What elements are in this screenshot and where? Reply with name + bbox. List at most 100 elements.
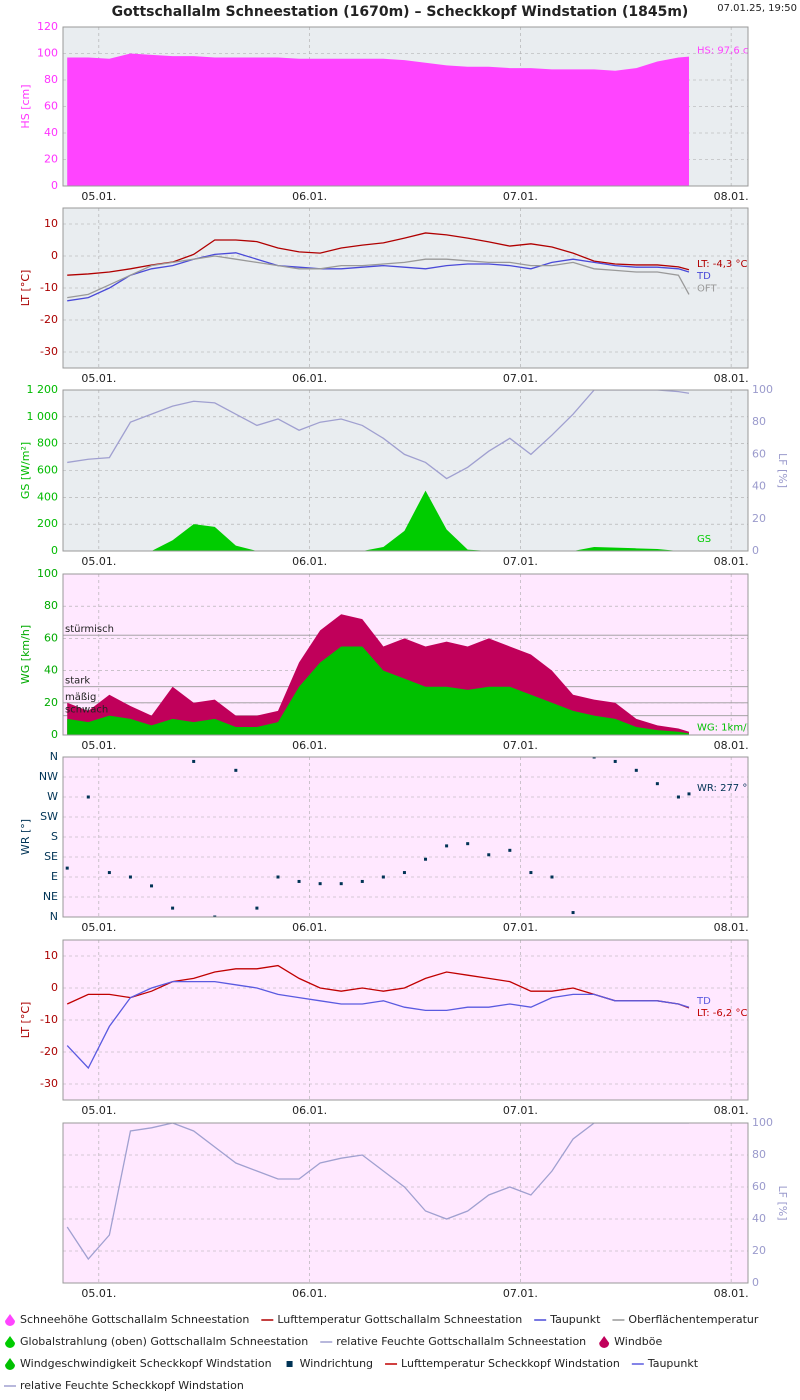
x-tick-label: 07.01. xyxy=(503,555,538,568)
y-tick-label: 800 xyxy=(37,437,58,450)
y-tick-label: -10 xyxy=(40,281,58,294)
x-tick-label: 07.01. xyxy=(503,921,538,934)
point xyxy=(487,853,491,857)
x-tick-label: 06.01. xyxy=(292,1287,327,1300)
y2-tick-label: 80 xyxy=(752,1148,766,1161)
panel: N NE E SE S SW W NW N 05.01. 06.01. 07.01. 08.01. WR:… xyxy=(19,750,749,934)
point xyxy=(276,875,280,879)
plot-area xyxy=(67,53,689,186)
point xyxy=(107,871,111,875)
y-tick-label: 20 xyxy=(44,696,58,709)
point xyxy=(255,906,259,910)
point xyxy=(529,871,533,875)
point xyxy=(613,759,617,763)
y-tick-label: SW xyxy=(40,810,58,823)
point xyxy=(86,795,90,799)
legend-item: Windböe xyxy=(599,1335,662,1348)
point xyxy=(171,906,175,910)
series-end-label: WG: 1km/h xyxy=(697,722,753,733)
legend-label: Lufttemperatur Gottschallalm Schneestati… xyxy=(277,1313,522,1326)
point xyxy=(318,882,322,886)
legend-item: relative Feuchte Gottschallalm Schneesta… xyxy=(320,1335,586,1348)
timestamp: 07.01.25, 19:50 xyxy=(717,3,797,14)
point xyxy=(402,871,406,875)
y2-tick-label: 0 xyxy=(752,1276,759,1289)
y-tick-label: 0 xyxy=(51,981,58,994)
plot-border xyxy=(62,756,749,918)
end-labels: WR: 277 ° xyxy=(697,783,747,794)
line xyxy=(66,980,690,1070)
legend-item: Lufttemperatur Scheckkopf Windstation xyxy=(385,1357,620,1370)
legend-item: Windgeschwindigkeit Scheckkopf Windstati… xyxy=(5,1357,272,1370)
point xyxy=(234,768,238,772)
legend-item: relative Feuchte Scheckkopf Windstation xyxy=(4,1379,244,1392)
panel: 0 20 40 60 80 100 05.01. 06.01. 07.01. 08.01. LF [… xyxy=(62,1116,789,1300)
y-tick-label: 0 xyxy=(51,544,58,557)
point xyxy=(655,782,659,786)
line xyxy=(67,252,690,302)
legend-label: Lufttemperatur Scheckkopf Windstation xyxy=(401,1357,620,1370)
legend-label: Oberflächentemperatur xyxy=(628,1313,758,1326)
x-tick-label: 08.01. xyxy=(714,1104,749,1117)
y-tick-label: 400 xyxy=(37,490,58,503)
series-end-label: TD xyxy=(696,996,711,1007)
end-labels: HS: 97,6 cm xyxy=(697,46,758,57)
legend-item: Windrichtung xyxy=(286,1357,373,1370)
plot-border xyxy=(62,389,749,552)
plot-border xyxy=(62,207,749,369)
legend-label: Windgeschwindigkeit Scheckkopf Windstati… xyxy=(20,1357,272,1370)
y-tick-label: 100 xyxy=(37,47,58,60)
point xyxy=(571,911,575,915)
point xyxy=(150,884,154,888)
legend-swatch xyxy=(599,1336,610,1348)
y-tick-label: SE xyxy=(44,850,58,863)
legend: Schneehöhe Gottschallalm Schneestation Lu… xyxy=(4,1313,759,1392)
end-labels: GS xyxy=(697,534,711,545)
x-tick-label: 06.01. xyxy=(292,190,327,203)
panel: 0 20 40 60 80 100 120 05.01. 06.01. 07.01. 08.01. H… xyxy=(19,20,758,203)
level-label: stark xyxy=(65,676,90,687)
area xyxy=(67,490,689,551)
point xyxy=(592,757,596,759)
y-tick-label: 60 xyxy=(44,100,58,113)
plot-border xyxy=(62,26,749,187)
x-tick-label: 07.01. xyxy=(503,372,538,385)
y-tick-label: 10 xyxy=(44,949,58,962)
x-tick-label: 06.01. xyxy=(292,1104,327,1117)
y-tick-label: -10 xyxy=(40,1013,58,1026)
y-axis-title: HS [cm] xyxy=(19,84,32,128)
y-tick-label: -20 xyxy=(40,313,58,326)
y-tick-label: 600 xyxy=(37,464,58,477)
plot-area xyxy=(67,232,690,302)
y2-tick-label: 40 xyxy=(752,480,766,493)
y-tick-label: 60 xyxy=(44,631,58,644)
legend-item: Lufttemperatur Gottschallalm Schneestati… xyxy=(261,1313,522,1326)
legend-item: Globalstrahlung (oben) Gottschallalm Sch… xyxy=(5,1335,308,1348)
x-tick-label: 08.01. xyxy=(714,372,749,385)
legend-label: Taupunkt xyxy=(647,1357,699,1370)
y2-axis-title: LF [%] xyxy=(776,453,789,488)
y-axis-title: GS [W/m²] xyxy=(19,442,32,499)
x-tick-label: 05.01. xyxy=(81,190,116,203)
y-tick-label: 0 xyxy=(51,249,58,262)
x-tick-label: 05.01. xyxy=(81,555,116,568)
end-labels: WG: 1km/h xyxy=(697,722,753,733)
y-axis-title: WG [km/h] xyxy=(19,625,32,684)
x-tick-label: 07.01. xyxy=(503,1287,538,1300)
point xyxy=(128,875,132,879)
y-tick-label: 80 xyxy=(44,599,58,612)
legend-swatch xyxy=(5,1314,15,1326)
y2-tick-label: 20 xyxy=(752,1244,766,1257)
x-tick-label: 06.01. xyxy=(292,739,327,752)
y-tick-label: 0 xyxy=(51,179,58,192)
series-end-label: HS: 97,6 cm xyxy=(697,46,758,57)
y-tick-label: S xyxy=(51,830,58,843)
y-tick-label: 10 xyxy=(44,217,58,230)
line xyxy=(67,255,690,299)
plot-area xyxy=(67,390,690,551)
y2-tick-label: 40 xyxy=(752,1212,766,1225)
y2-tick-label: 0 xyxy=(752,544,759,557)
